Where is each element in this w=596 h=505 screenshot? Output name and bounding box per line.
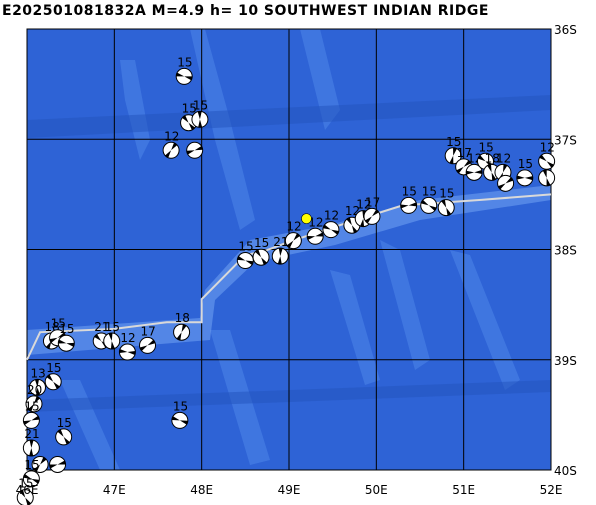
mechanism-depth-label: 15 — [51, 317, 66, 331]
mechanism-depth-label: 21 — [273, 235, 288, 249]
mechanism-depth-label: 17 — [365, 195, 380, 209]
focal-mechanism-beachball[interactable] — [22, 439, 40, 457]
focal-mechanism-beachball[interactable] — [252, 248, 270, 266]
mechanism-depth-label: 15 — [238, 240, 253, 254]
focal-mechanism-beachball[interactable] — [57, 334, 75, 352]
focal-mechanism-beachball[interactable] — [236, 252, 254, 270]
mechanism-depth-label: 15 — [177, 55, 192, 69]
mechanism-depth-label: 15 — [193, 98, 208, 112]
epicenter-marker — [301, 213, 312, 224]
focal-mechanism-beachball[interactable] — [171, 411, 189, 429]
focal-mechanism-beachball[interactable] — [437, 199, 455, 217]
ridge-shallows — [27, 185, 551, 355]
focal-mechanism-beachball[interactable] — [31, 455, 49, 473]
focal-mechanism-beachball[interactable] — [271, 247, 289, 265]
latitude-tick-label: 40S — [554, 464, 577, 478]
mechanism-depth-label: 12 — [540, 140, 555, 154]
focal-mechanism-beachball[interactable] — [44, 373, 62, 391]
longitude-tick-label: 48E — [190, 483, 213, 497]
mechanism-depth-label: 15 — [518, 157, 533, 171]
focal-mechanism-beachball[interactable] — [284, 232, 302, 250]
focal-mechanism-beachball[interactable] — [538, 152, 556, 170]
focal-mechanism-beachball[interactable] — [55, 428, 73, 446]
map-title: E202501081832A M=4.9 h= 10 SOUTHWEST IND… — [2, 3, 489, 19]
mechanism-depth-label: 12 — [286, 220, 301, 234]
mechanism-depth-label: 12 — [496, 151, 511, 165]
longitude-tick-label: 52E — [540, 483, 563, 497]
latitude-tick-label: 39S — [554, 354, 577, 368]
longitude-tick-label: 46E — [16, 483, 39, 497]
focal-mechanism-beachball[interactable] — [162, 141, 180, 159]
focal-mechanism-beachball[interactable] — [118, 343, 136, 361]
mechanism-depth-label: 15 — [182, 102, 197, 116]
mechanism-depth-label: 15 — [57, 416, 72, 430]
longitude-tick-label: 49E — [278, 483, 301, 497]
mechanism-depth-label: 21 — [94, 320, 109, 334]
mechanism-depth-label: 15 — [46, 361, 61, 375]
graticule — [27, 29, 551, 470]
latitude-tick-label: 36S — [554, 23, 577, 37]
mechanism-depth-label: 17 — [141, 324, 156, 338]
focal-mechanism-beachball[interactable] — [103, 332, 121, 350]
focal-mechanism-beachball[interactable] — [322, 221, 340, 239]
mechanism-depth-label: 15 — [439, 187, 454, 201]
focal-mechanism-beachball[interactable] — [516, 169, 534, 187]
longitude-tick-label: 47E — [103, 483, 126, 497]
mechanism-depth-label: 18 — [485, 151, 500, 165]
focal-mechanism-beachball[interactable] — [444, 147, 462, 165]
mechanism-depth-label: 15 — [479, 140, 494, 154]
focal-mechanism-beachball[interactable] — [22, 411, 40, 429]
mechanism-depth-label: 12 — [308, 215, 323, 229]
mechanism-depth-label: 12 — [356, 198, 371, 212]
focal-mechanism-beachball[interactable] — [465, 163, 483, 181]
latitude-tick-label: 38S — [554, 244, 577, 258]
focal-mechanism-beachball[interactable] — [420, 196, 438, 214]
focal-mechanism-beachball[interactable] — [175, 67, 193, 85]
focal-mechanism-beachball[interactable] — [497, 174, 515, 192]
focal-mechanism-beachball[interactable] — [139, 336, 157, 354]
longitude-tick-label: 50E — [365, 483, 388, 497]
mechanism-depth-label: 15 — [24, 399, 39, 413]
mechanism-depth-label: 17 — [457, 146, 472, 160]
mechanism-depth-label: 15 — [105, 320, 120, 334]
focal-mechanism-beachball[interactable] — [363, 207, 381, 225]
longitude-tick-label: 51E — [452, 483, 475, 497]
mechanism-depth-label: 21 — [24, 427, 39, 441]
focal-mechanism-beachball[interactable] — [538, 169, 556, 187]
focal-mechanism-beachball[interactable] — [400, 196, 418, 214]
mechanism-depth-label: 15 — [59, 322, 74, 336]
latitude-tick-label: 37S — [554, 133, 577, 147]
mechanism-depth-label: 15 — [18, 477, 33, 491]
mechanism-depth-label: 12 — [164, 129, 179, 143]
mechanism-depth-label: 13 — [30, 366, 45, 380]
mechanism-depth-label: 15 — [254, 236, 269, 250]
focal-mechanism-beachball[interactable] — [16, 489, 34, 505]
focal-mechanism-beachball[interactable] — [186, 141, 204, 159]
mechanism-depth-label: 15 — [402, 184, 417, 198]
focal-mechanism-beachball[interactable] — [306, 227, 324, 245]
focal-mechanism-beachball[interactable] — [173, 323, 191, 341]
focal-mechanism-beachball[interactable] — [28, 378, 46, 396]
mechanism-depth-label: 18 — [175, 311, 190, 325]
axis-labels: 46E 47E 48E 49E 50E 51E 52E 36S 37S 38S 39S 40S — [16, 23, 577, 497]
spatial-bands — [27, 95, 551, 412]
mechanism-depth-label: 20 — [27, 383, 42, 397]
mechanism-depth-label: 15 — [446, 135, 461, 149]
mechanism-depth-label: 15 — [173, 399, 188, 413]
focal-mechanism-beachball[interactable] — [25, 395, 43, 413]
focal-mechanism-beachball[interactable] — [191, 110, 209, 128]
focal-mechanism-beachball[interactable] — [22, 470, 40, 488]
mechanism-depth-label: 15 — [422, 184, 437, 198]
mechanism-depth-label: 15 — [24, 458, 39, 472]
mechanism-depth-label: 12 — [324, 209, 339, 223]
focal-mechanism-beachball[interactable] — [49, 455, 67, 473]
mechanism-depth-label: 12 — [120, 331, 135, 345]
map-frame — [26, 28, 552, 471]
